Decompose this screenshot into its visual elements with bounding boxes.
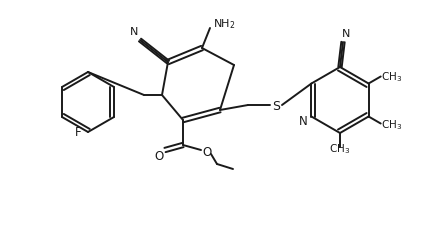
Text: N: N	[342, 29, 350, 39]
Text: N: N	[130, 27, 138, 37]
Text: O: O	[202, 146, 212, 159]
Text: CH$_3$: CH$_3$	[381, 70, 402, 84]
Text: CH$_3$: CH$_3$	[329, 142, 351, 155]
Text: S: S	[272, 99, 280, 112]
Text: O: O	[154, 149, 164, 162]
Text: CH$_3$: CH$_3$	[381, 118, 402, 131]
Text: N: N	[299, 114, 308, 128]
Text: F: F	[75, 126, 81, 139]
Text: NH$_2$: NH$_2$	[213, 17, 235, 31]
